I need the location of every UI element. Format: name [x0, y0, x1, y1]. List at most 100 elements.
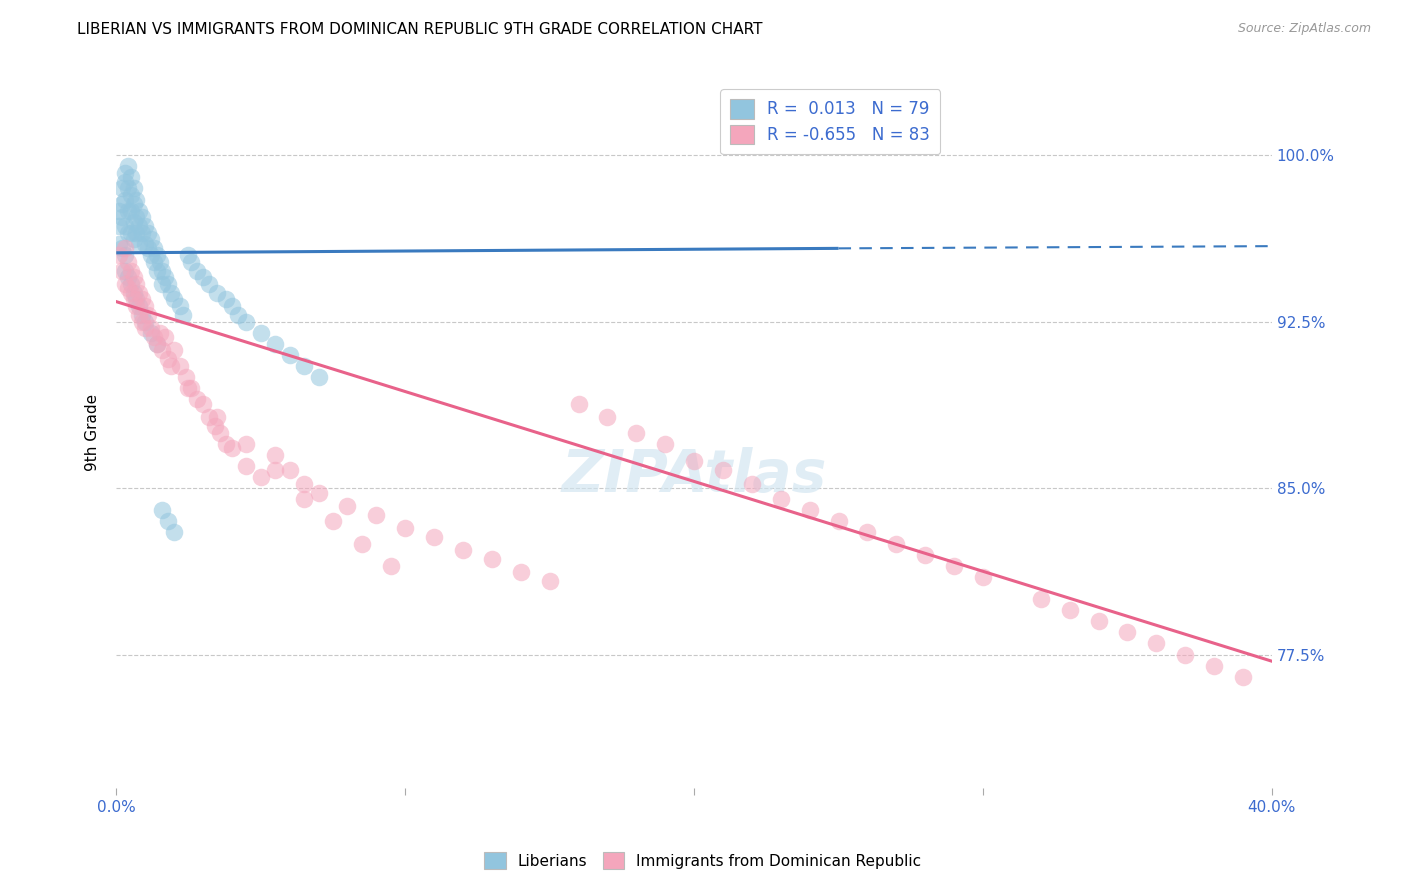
Legend: R =  0.013   N = 79, R = -0.655   N = 83: R = 0.013 N = 79, R = -0.655 N = 83 [720, 89, 941, 154]
Point [117, 181, 139, 195]
Point [191, 270, 214, 285]
Point [117, 203, 139, 218]
Point [884, 536, 907, 550]
Point [538, 574, 561, 589]
Point [177, 248, 200, 262]
Point [169, 299, 191, 313]
Point [157, 352, 180, 367]
Point [191, 397, 214, 411]
Point [131, 315, 153, 329]
Point [163, 343, 186, 358]
Point [114, 241, 136, 255]
Point [769, 492, 792, 507]
Point [264, 448, 287, 462]
Point [197, 277, 219, 291]
Point [145, 263, 167, 277]
Point [827, 515, 849, 529]
Point [197, 410, 219, 425]
Point [128, 299, 150, 313]
Point [1174, 648, 1197, 662]
Point [249, 326, 271, 340]
Point [215, 293, 238, 307]
Point [160, 359, 183, 373]
Point [122, 285, 145, 300]
Point [111, 241, 134, 255]
Point [117, 226, 139, 240]
Point [136, 226, 159, 240]
Point [114, 193, 136, 207]
Point [264, 463, 287, 477]
Point [120, 263, 142, 277]
Point [131, 211, 153, 225]
Point [322, 515, 344, 529]
Point [308, 485, 330, 500]
Point [292, 492, 315, 507]
Point [350, 536, 373, 550]
Point [799, 503, 821, 517]
Point [209, 425, 232, 440]
Point [1116, 625, 1139, 640]
Point [108, 236, 131, 251]
Point [163, 293, 186, 307]
Point [117, 159, 139, 173]
Point [108, 203, 131, 218]
Point [142, 241, 165, 255]
Point [139, 232, 162, 246]
Point [451, 543, 474, 558]
Point [157, 277, 180, 291]
Point [292, 359, 315, 373]
Point [152, 343, 174, 358]
Point [509, 566, 531, 580]
Point [117, 254, 139, 268]
Point [152, 503, 174, 517]
Point [125, 193, 148, 207]
Point [215, 436, 238, 450]
Point [204, 419, 226, 434]
Text: ZIPAtlas: ZIPAtlas [561, 447, 827, 504]
Point [114, 175, 136, 189]
Point [264, 336, 287, 351]
Point [114, 277, 136, 291]
Point [180, 381, 202, 395]
Point [278, 348, 301, 362]
Point [226, 308, 249, 322]
Point [120, 188, 142, 202]
Point [221, 299, 243, 313]
Point [481, 552, 503, 566]
Point [249, 470, 271, 484]
Point [235, 436, 257, 450]
Point [136, 241, 159, 255]
Legend: Liberians, Immigrants from Dominican Republic: Liberians, Immigrants from Dominican Rep… [478, 846, 928, 875]
Point [111, 197, 134, 211]
Point [380, 558, 402, 573]
Point [308, 370, 330, 384]
Point [180, 254, 202, 268]
Point [366, 508, 388, 522]
Point [125, 277, 148, 291]
Point [186, 263, 208, 277]
Point [117, 281, 139, 295]
Point [972, 570, 994, 584]
Point [111, 211, 134, 225]
Point [120, 203, 142, 218]
Point [125, 299, 148, 313]
Point [131, 293, 153, 307]
Point [145, 336, 167, 351]
Point [134, 299, 156, 313]
Point [122, 270, 145, 285]
Point [221, 441, 243, 455]
Point [125, 293, 148, 307]
Point [943, 558, 966, 573]
Point [134, 219, 156, 234]
Point [145, 248, 167, 262]
Point [1087, 614, 1109, 628]
Point [235, 315, 257, 329]
Point [111, 263, 134, 277]
Point [142, 330, 165, 344]
Point [131, 308, 153, 322]
Point [177, 381, 200, 395]
Point [128, 203, 150, 218]
Point [163, 525, 186, 540]
Point [155, 270, 177, 285]
Point [149, 254, 172, 268]
